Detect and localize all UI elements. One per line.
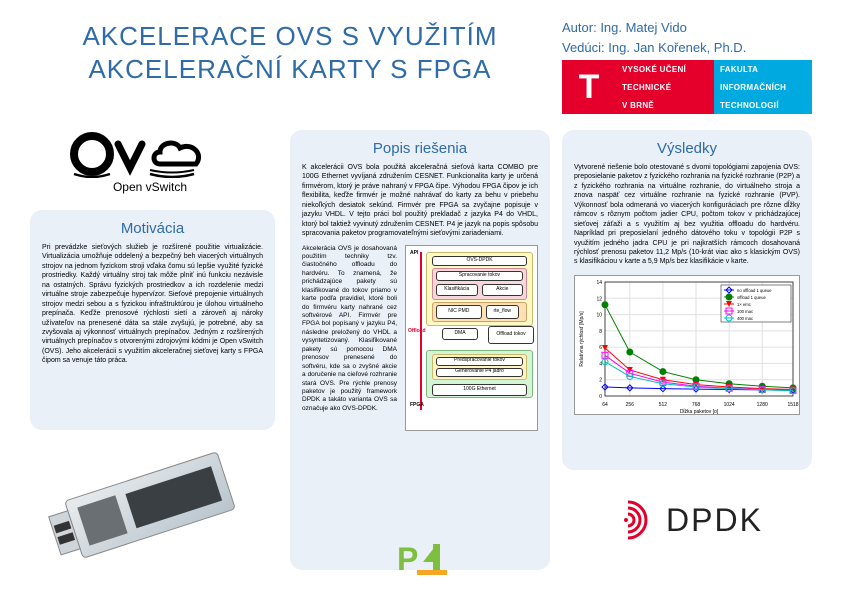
diagram-nicpmd: NIC PMD (436, 305, 482, 319)
diagram-generovanie: Generovanie P4 jadro (436, 368, 523, 377)
p4-logo: P (395, 540, 455, 580)
svg-text:0: 0 (599, 394, 602, 400)
university-cell: TECHNOLOGIÍ (714, 96, 812, 114)
svg-text:1024: 1024 (724, 402, 735, 408)
svg-text:1× emc: 1× emc (737, 302, 751, 307)
diagram-offload-tokov: Offload tokov (488, 326, 534, 344)
diagram-api-label: API (410, 250, 418, 256)
logo-grid: VYSOKÉ UČENÍFAKULTATECHNICKÉINFORMAČNÍCH… (616, 60, 812, 114)
svg-text:8: 8 (599, 329, 602, 335)
svg-text:256: 256 (626, 402, 635, 408)
vysledky-title: Výsledky (574, 140, 800, 157)
svg-text:P: P (397, 541, 418, 577)
section-motivacia: Motivácia Pri prevádzke sieťových služie… (30, 210, 275, 430)
popis-title: Popis riešenia (302, 140, 538, 157)
university-cell: TECHNICKÉ (616, 78, 714, 96)
diagram-ethernet: 100G Ethernet (432, 384, 527, 396)
svg-text:1280: 1280 (757, 402, 768, 408)
university-cell: V BRNĚ (616, 96, 714, 114)
university-logo: T VYSOKÉ UČENÍFAKULTATECHNICKÉINFORMAČNÍ… (562, 60, 812, 114)
svg-text:Relatívna rýchlosť [Mp/s]: Relatívna rýchlosť [Mp/s] (579, 311, 585, 367)
section-vysledky: Výsledky Vytvorené riešenie bolo otestov… (562, 130, 812, 470)
main-title: AKCELERACE OVS S VYUŽITÍM AKCELERAČNÍ KA… (30, 20, 550, 85)
svg-text:100 mac: 100 mac (737, 309, 753, 314)
dpdk-text: DPDK (666, 502, 763, 539)
author-label: Autor: (562, 20, 597, 35)
diagram-spracovanie: Spracovanie tokov (436, 271, 523, 281)
author-name: Ing. Matej Vido (600, 20, 686, 35)
author-meta: Autor: Ing. Matej Vido Vedúci: Ing. Jan … (562, 18, 812, 57)
architecture-diagram: API OVS-DPDK Spracovanie tokov Klasifikácia… (405, 245, 538, 431)
diagram-akcie: Akcie (482, 284, 524, 296)
performance-chart: 0246810121464256512768102412801518Dĺžka … (574, 275, 800, 415)
supervisor-name: Ing. Jan Kořenek, Ph.D. (608, 40, 746, 55)
ovs-caption: Open vSwitch (60, 180, 240, 194)
svg-text:2: 2 (599, 378, 602, 384)
svg-text:offload 1 queue: offload 1 queue (737, 295, 766, 300)
popis-body-side: Akcelerácia OVS je dosahovaná použitím t… (302, 245, 397, 431)
diagram-rteflow: rte_flow (486, 305, 519, 319)
supervisor-label: Vedúci: (562, 40, 605, 55)
svg-text:1518: 1518 (787, 402, 798, 408)
combo-card-image (40, 445, 260, 565)
university-cell: FAKULTA (714, 60, 812, 78)
diagram-klasifikacia: Klasifikácia (436, 284, 478, 296)
svg-text:64: 64 (602, 402, 608, 408)
svg-text:Dĺžka paketov [o]: Dĺžka paketov [o] (680, 408, 719, 414)
vysledky-body: Vytvorené riešenie bolo otestované s dvo… (574, 163, 800, 267)
title-block: AKCELERACE OVS S VYUŽITÍM AKCELERAČNÍ KA… (30, 20, 550, 85)
motivacia-body: Pri prevádzke sieťových služieb je rozší… (42, 243, 263, 366)
svg-text:400 mac: 400 mac (737, 316, 753, 321)
ovs-logo: Open vSwitch (60, 130, 240, 194)
popis-body-top: K akcelerácii OVS bola použitá akcelerač… (302, 163, 538, 239)
diagram-dma: DMA (442, 328, 478, 340)
diagram-ovs-dpdk: OVS-DPDK (432, 256, 527, 266)
logo-t: T (562, 60, 616, 114)
svg-text:14: 14 (596, 280, 602, 286)
university-cell: INFORMAČNÍCH (714, 78, 812, 96)
svg-text:no offload 1 queue: no offload 1 queue (737, 288, 772, 293)
svg-text:768: 768 (692, 402, 701, 408)
svg-text:10: 10 (596, 312, 602, 318)
svg-text:512: 512 (659, 402, 668, 408)
diagram-fpga-label: FPGA (410, 402, 424, 408)
university-cell: VYSOKÉ UČENÍ (616, 60, 714, 78)
svg-text:6: 6 (599, 345, 602, 351)
diagram-offload-label: Offload (408, 328, 426, 334)
motivacia-title: Motivácia (42, 220, 263, 237)
dpdk-logo: DPDK (610, 490, 810, 550)
diagram-predspracovanie: Predspracovanie tokov (436, 357, 523, 366)
svg-text:12: 12 (596, 296, 602, 302)
section-popis: Popis riešenia K akcelerácii OVS bola po… (290, 130, 550, 570)
